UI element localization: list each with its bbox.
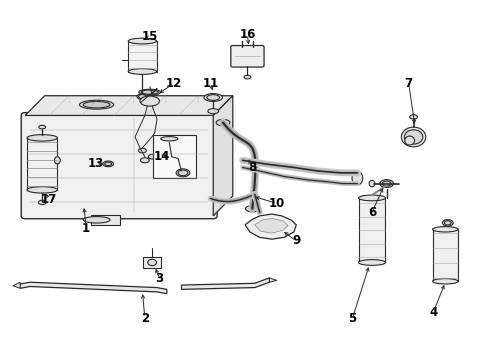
Text: 11: 11 <box>203 77 219 90</box>
Ellipse shape <box>176 169 190 177</box>
Text: 5: 5 <box>348 311 357 325</box>
Text: 9: 9 <box>292 234 300 247</box>
Ellipse shape <box>128 38 157 44</box>
Text: 13: 13 <box>88 157 104 170</box>
Text: 8: 8 <box>248 161 256 174</box>
Ellipse shape <box>128 69 157 75</box>
Text: 3: 3 <box>155 272 164 285</box>
Text: 1: 1 <box>82 222 90 235</box>
Ellipse shape <box>103 161 114 167</box>
Bar <box>128 41 157 72</box>
Bar <box>27 138 57 190</box>
Ellipse shape <box>161 136 178 141</box>
Ellipse shape <box>39 125 46 129</box>
Ellipse shape <box>404 130 423 144</box>
Ellipse shape <box>178 170 188 176</box>
Bar <box>153 135 196 178</box>
Ellipse shape <box>405 136 415 145</box>
Ellipse shape <box>208 109 219 114</box>
Ellipse shape <box>79 100 114 109</box>
Bar <box>91 215 120 225</box>
Bar <box>433 229 458 281</box>
Text: 4: 4 <box>429 306 437 319</box>
Ellipse shape <box>359 260 386 265</box>
Polygon shape <box>181 278 270 289</box>
Text: 15: 15 <box>142 30 158 43</box>
Polygon shape <box>270 278 277 282</box>
Ellipse shape <box>204 94 222 102</box>
Ellipse shape <box>27 186 57 193</box>
Text: 14: 14 <box>154 150 170 163</box>
Ellipse shape <box>139 148 147 153</box>
Ellipse shape <box>433 226 458 232</box>
Ellipse shape <box>54 157 60 164</box>
Ellipse shape <box>380 180 393 188</box>
Ellipse shape <box>38 200 46 204</box>
Polygon shape <box>13 282 20 288</box>
Ellipse shape <box>382 181 391 186</box>
Polygon shape <box>213 96 233 216</box>
Ellipse shape <box>369 180 375 187</box>
FancyBboxPatch shape <box>231 45 264 67</box>
Ellipse shape <box>27 135 57 141</box>
Ellipse shape <box>141 90 158 94</box>
Polygon shape <box>255 219 288 233</box>
Ellipse shape <box>83 102 110 108</box>
Bar <box>359 198 386 262</box>
Ellipse shape <box>410 115 417 119</box>
Ellipse shape <box>401 127 426 147</box>
Ellipse shape <box>140 96 159 106</box>
Bar <box>144 257 161 268</box>
Ellipse shape <box>442 220 453 226</box>
Ellipse shape <box>244 75 251 79</box>
Ellipse shape <box>359 195 386 201</box>
Ellipse shape <box>433 279 458 284</box>
Circle shape <box>148 259 157 266</box>
Text: 7: 7 <box>405 77 413 90</box>
Ellipse shape <box>148 154 156 159</box>
Ellipse shape <box>105 162 112 166</box>
Polygon shape <box>20 282 167 294</box>
Ellipse shape <box>141 158 149 163</box>
Ellipse shape <box>137 94 148 99</box>
Ellipse shape <box>139 94 147 99</box>
Text: 17: 17 <box>41 193 57 206</box>
Ellipse shape <box>216 120 230 126</box>
Text: 16: 16 <box>239 28 256 41</box>
Ellipse shape <box>444 221 451 225</box>
Ellipse shape <box>83 217 110 223</box>
FancyBboxPatch shape <box>21 113 217 219</box>
Ellipse shape <box>352 171 363 185</box>
Text: 6: 6 <box>368 206 376 219</box>
Polygon shape <box>25 96 233 116</box>
Text: 10: 10 <box>269 197 285 210</box>
Text: 2: 2 <box>141 311 149 325</box>
Ellipse shape <box>207 95 220 100</box>
Text: 12: 12 <box>166 77 182 90</box>
Ellipse shape <box>245 206 259 212</box>
Ellipse shape <box>139 89 161 95</box>
Polygon shape <box>245 214 296 239</box>
